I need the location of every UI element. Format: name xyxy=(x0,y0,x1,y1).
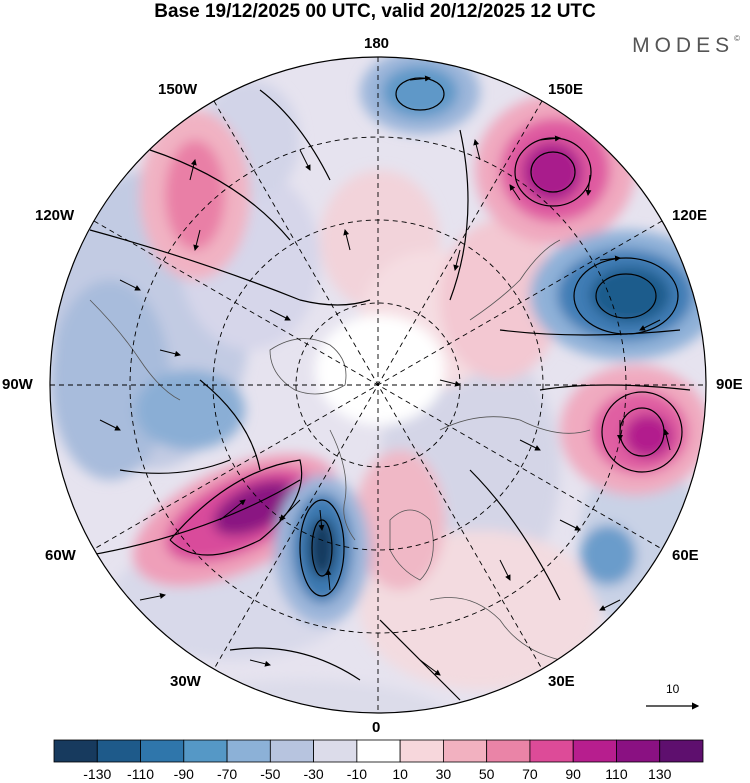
colorbar-label: 30 xyxy=(435,766,452,782)
colorbar-swatch xyxy=(616,739,661,763)
lon-label-150e: 150E xyxy=(548,81,584,98)
colorbar-label: -30 xyxy=(303,766,324,782)
colorbar-swatch xyxy=(140,739,185,763)
lon-label-60e: 60E xyxy=(672,547,699,564)
colorbar-swatch xyxy=(399,739,444,763)
lon-label-180: 180 xyxy=(364,35,390,52)
colorbar-swatch xyxy=(486,739,531,763)
colorbar-label: 110 xyxy=(605,766,628,782)
wind-vectors xyxy=(99,75,671,676)
colorbar-label: 70 xyxy=(522,766,538,782)
lon-label-150w: 150W xyxy=(158,81,198,98)
lon-label-120e: 120E xyxy=(672,207,708,224)
colorbar-label: -50 xyxy=(260,766,281,782)
colorbar-label: -130 xyxy=(83,766,112,782)
colorbar-label: 130 xyxy=(648,766,672,782)
lon-label-0: 0 xyxy=(372,719,381,736)
lon-label-30w: 30W xyxy=(170,673,201,690)
lon-label-90w: 90W xyxy=(2,376,33,393)
colorbar-swatch xyxy=(442,739,488,763)
colorbar-swatch xyxy=(183,739,228,763)
modes-logo: MODES© xyxy=(632,34,740,57)
colorbar-label: 10 xyxy=(392,766,408,782)
map-border xyxy=(49,56,707,714)
colorbar-swatch xyxy=(572,739,617,763)
colorbar-swatch xyxy=(659,739,704,763)
coastlines xyxy=(89,239,591,661)
lon-label-30e: 30E xyxy=(548,673,575,690)
reference-vector-label: 10 xyxy=(666,682,680,696)
colorbar-swatch xyxy=(529,739,574,763)
colorbar-label: -10 xyxy=(346,766,367,782)
colorbar-swatch xyxy=(313,739,358,763)
lon-label-60w: 60W xyxy=(45,547,76,564)
colorbar-label: -70 xyxy=(216,766,238,782)
lon-label-90e: 90E xyxy=(716,376,743,393)
colorbar-label: -110 xyxy=(127,766,155,782)
colorbar-swatch xyxy=(96,739,141,763)
colorbar-swatch xyxy=(226,739,271,763)
graticule xyxy=(50,57,706,713)
lon-label-120w: 120W xyxy=(35,207,75,224)
colorbar-swatch xyxy=(356,739,401,763)
colorbar-label: 50 xyxy=(478,766,495,782)
colorbar-label: 90 xyxy=(565,766,581,782)
colorbar-label: -90 xyxy=(173,766,194,782)
colorbar-swatch xyxy=(269,739,315,763)
map-title: Base 19/12/2025 00 UTC, valid 20/12/2025… xyxy=(154,1,596,22)
colorbar-swatch xyxy=(53,739,98,763)
colorbar xyxy=(53,739,704,763)
